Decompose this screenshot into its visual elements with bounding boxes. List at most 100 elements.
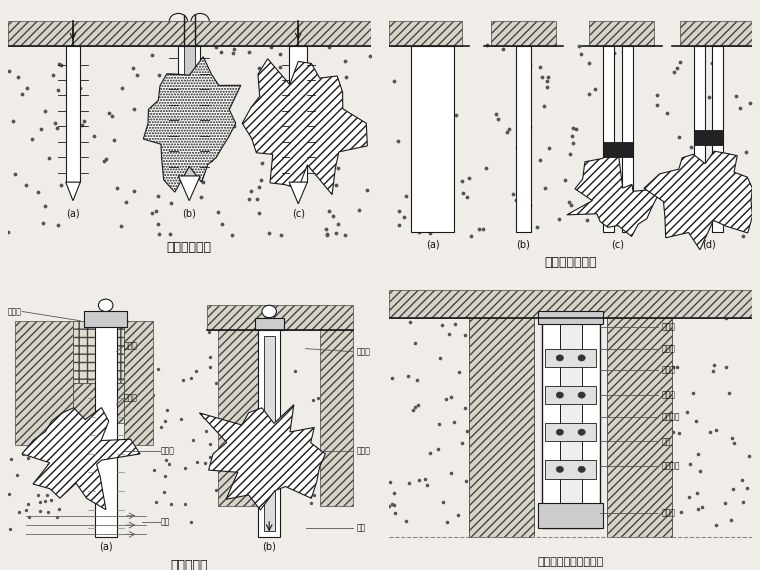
Point xyxy=(388,501,400,510)
Bar xyxy=(320,330,353,507)
Bar xyxy=(622,46,632,231)
Point xyxy=(312,393,324,402)
Point xyxy=(723,389,735,398)
Bar xyxy=(603,142,632,157)
Point xyxy=(272,335,284,344)
Point xyxy=(412,401,424,410)
Point xyxy=(398,213,410,222)
Point xyxy=(159,471,171,481)
Bar xyxy=(516,46,530,231)
Point xyxy=(252,472,264,481)
Point xyxy=(307,396,319,405)
Point xyxy=(536,72,548,82)
Point xyxy=(429,211,442,220)
Circle shape xyxy=(578,355,585,361)
Point xyxy=(553,214,565,223)
Point xyxy=(727,484,739,494)
Point xyxy=(204,439,216,449)
Point xyxy=(13,507,25,516)
Point xyxy=(21,83,33,92)
Point xyxy=(52,59,65,68)
Bar xyxy=(411,46,454,231)
Point xyxy=(510,196,522,205)
Point xyxy=(352,123,364,132)
Point xyxy=(617,47,629,56)
Point xyxy=(204,352,217,361)
Polygon shape xyxy=(22,408,140,510)
Point xyxy=(451,510,464,519)
Point xyxy=(424,448,436,457)
Point xyxy=(245,186,258,196)
Point xyxy=(159,417,171,426)
Bar xyxy=(65,46,81,182)
Point xyxy=(459,404,471,413)
Point xyxy=(407,154,420,163)
Point xyxy=(401,516,413,525)
Point xyxy=(39,202,51,211)
Point xyxy=(155,422,167,431)
Circle shape xyxy=(556,355,563,361)
Point xyxy=(116,221,128,230)
Bar xyxy=(255,317,283,330)
Point xyxy=(361,185,373,194)
Point xyxy=(120,198,132,207)
Point xyxy=(320,438,332,447)
Point xyxy=(52,220,64,229)
Point xyxy=(583,89,595,99)
Point xyxy=(196,71,208,80)
Bar xyxy=(8,21,371,46)
Point xyxy=(413,227,425,236)
Point xyxy=(480,164,492,173)
Point xyxy=(609,180,621,189)
Point xyxy=(708,360,720,369)
Point xyxy=(227,48,239,58)
Point xyxy=(179,463,191,472)
Bar xyxy=(603,46,614,231)
Point xyxy=(210,486,222,495)
Point xyxy=(524,60,536,70)
Point xyxy=(481,41,493,50)
Point xyxy=(512,143,524,152)
Point xyxy=(147,466,160,475)
Point xyxy=(64,141,76,150)
Bar xyxy=(546,386,596,404)
Point xyxy=(337,114,349,123)
Point xyxy=(673,429,686,438)
Point xyxy=(402,372,414,381)
Point xyxy=(573,42,585,51)
Text: 混凝土: 混凝土 xyxy=(124,341,138,350)
Point xyxy=(602,146,614,156)
Point xyxy=(55,60,67,70)
Point xyxy=(37,219,49,228)
Point xyxy=(432,149,444,158)
Point xyxy=(8,116,20,125)
Point xyxy=(530,223,543,232)
Point xyxy=(242,47,255,56)
Bar xyxy=(207,306,353,330)
Bar xyxy=(289,46,307,182)
Point xyxy=(340,72,353,82)
Point xyxy=(11,470,23,479)
Text: 打花管注浆法: 打花管注浆法 xyxy=(166,241,212,254)
Text: 灌浆体: 灌浆体 xyxy=(356,446,370,455)
Point xyxy=(198,412,210,421)
Point xyxy=(176,376,188,385)
Point xyxy=(616,190,628,199)
Point xyxy=(594,34,606,43)
Bar xyxy=(546,460,596,479)
Point xyxy=(409,402,421,411)
Point xyxy=(403,478,415,487)
Bar xyxy=(560,317,581,522)
Text: 橡皮套阀: 橡皮套阀 xyxy=(661,412,680,421)
Point xyxy=(293,121,305,131)
Point xyxy=(327,136,339,145)
Point xyxy=(681,408,693,417)
Point xyxy=(127,64,139,73)
Point xyxy=(692,505,705,514)
Text: 止浆塞: 止浆塞 xyxy=(661,508,676,517)
Point xyxy=(67,442,79,451)
Point xyxy=(583,59,595,68)
Point xyxy=(330,229,342,238)
Bar xyxy=(184,46,195,176)
Point xyxy=(158,487,170,496)
